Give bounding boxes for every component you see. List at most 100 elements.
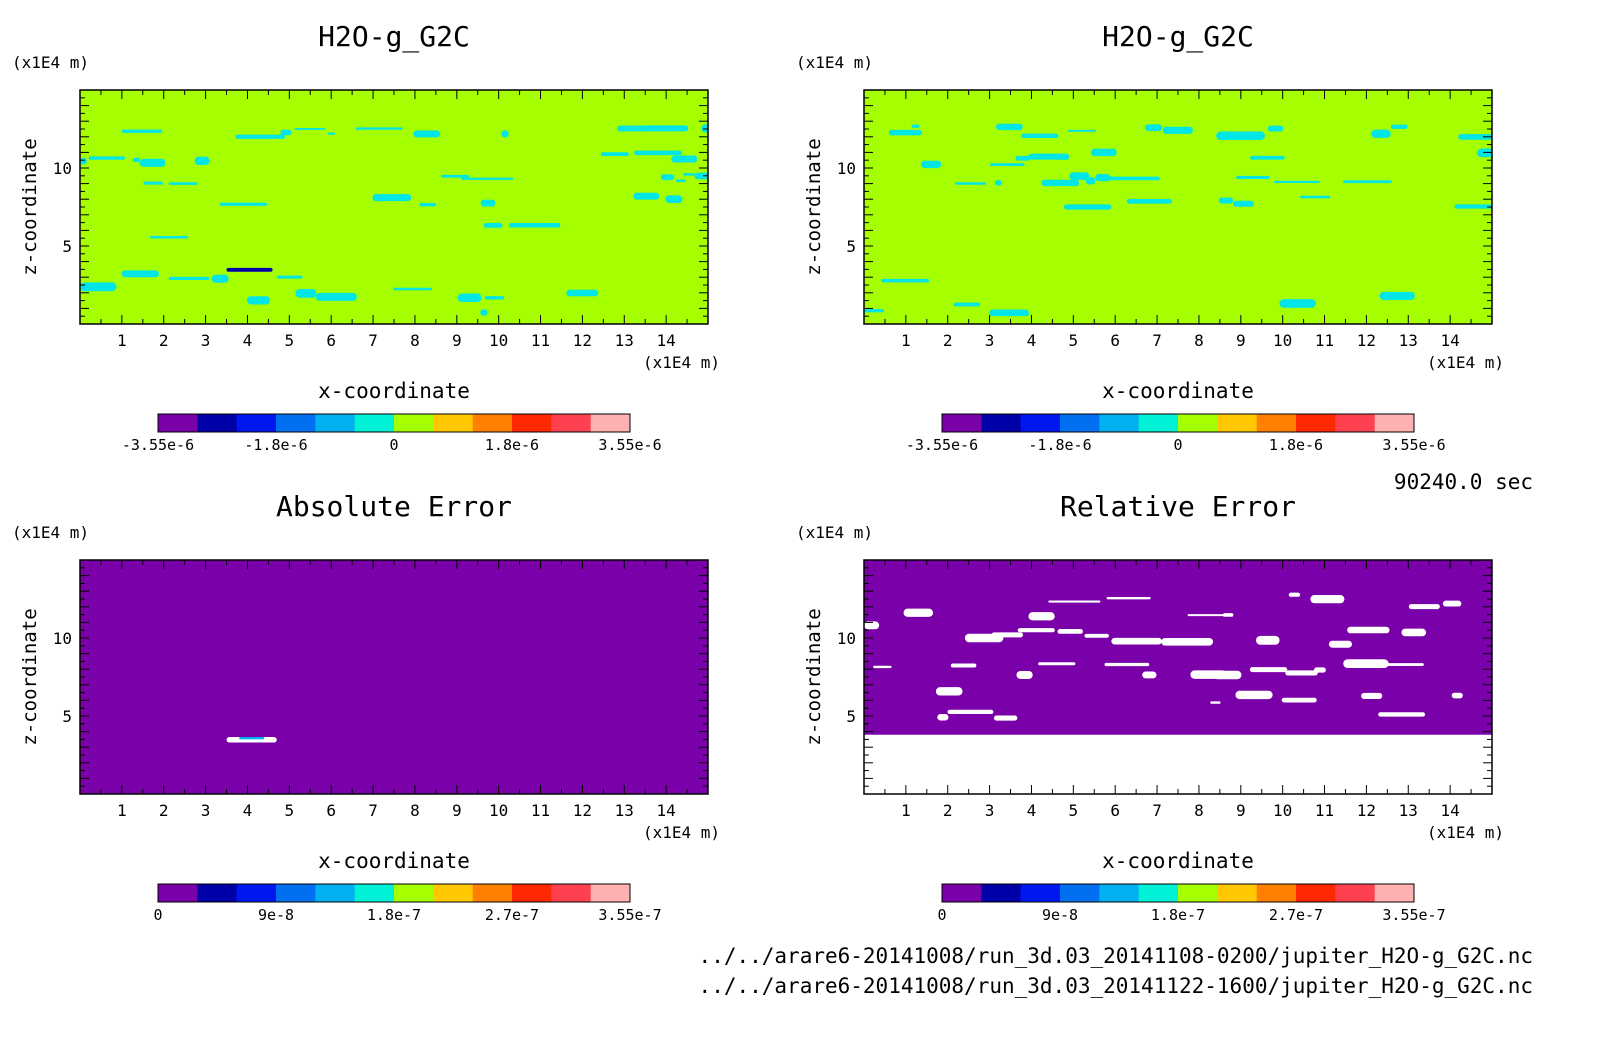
field-patch xyxy=(1063,204,1112,210)
panel-2: H2O-g_G2C(x1E4 m)1 2 3 4 5 6 7 8 9 10 11 12 13 14510(… xyxy=(796,20,1504,454)
field-patch xyxy=(1379,663,1424,666)
y-tick-label: 5 xyxy=(846,237,856,256)
x-tick-label: 3 xyxy=(201,331,211,350)
x-tick-label: 13 xyxy=(615,801,634,820)
field-patch xyxy=(276,275,303,279)
field-patch xyxy=(480,309,488,316)
field-patch xyxy=(1021,133,1059,139)
field-patch xyxy=(1058,157,1069,160)
colorbar-segment xyxy=(197,884,238,902)
time-label: 90240.0 sec xyxy=(1393,470,1533,494)
x-tick-label: 3 xyxy=(201,801,211,820)
field-patch xyxy=(1255,635,1280,645)
colorbar-segment xyxy=(942,884,982,902)
colorbar: -3.55e-6 -1.8e-6 0 1.8e-6 3.55e-6 xyxy=(906,413,1446,454)
x-tick-label: 4 xyxy=(1027,331,1037,350)
colorbar: 0 9e-8 1.8e-7 2.7e-7 3.55e-7 xyxy=(153,883,662,924)
x-unit-label: (x1E4 m) xyxy=(1427,823,1504,842)
panel-title: Absolute Error xyxy=(276,490,512,523)
field-patch xyxy=(1106,596,1151,600)
field-patch xyxy=(1235,690,1273,700)
field-patch xyxy=(996,123,1023,131)
field-patch xyxy=(1162,126,1193,134)
field-patch xyxy=(80,157,87,165)
field-patch xyxy=(168,182,198,185)
field-patch xyxy=(1442,600,1462,607)
x-tick-label: 13 xyxy=(1399,331,1418,350)
field-patch xyxy=(903,608,934,617)
field-patch xyxy=(1273,180,1320,184)
colorbar-segment xyxy=(1374,884,1415,902)
field-band xyxy=(121,124,708,139)
field-patch xyxy=(955,182,986,185)
x-tick-label: 3 xyxy=(985,801,995,820)
colorbar-segment xyxy=(1020,414,1061,432)
colorbar-segment xyxy=(354,414,395,432)
panel-1: H2O-g_G2C(x1E4 m)1 2 3 4 5 6 7 8 9 10 11 12 13 14510(… xyxy=(12,20,720,454)
colorbar-segment xyxy=(276,414,316,432)
x-tick-label: 3 xyxy=(985,331,995,350)
x-tick-label: 5 xyxy=(1069,801,1079,820)
x-tick-label: 8 xyxy=(410,801,420,820)
field-patch xyxy=(1111,637,1162,645)
x-tick-label: 1 xyxy=(117,801,127,820)
field-patch xyxy=(1210,701,1221,704)
x-tick-label: 4 xyxy=(243,331,253,350)
field-patch xyxy=(1454,204,1492,209)
field-patch xyxy=(633,192,660,200)
y-axis-label: z-coordinate xyxy=(803,138,825,275)
field-patch xyxy=(989,309,1029,317)
x-tick-label: 10 xyxy=(1273,331,1292,350)
field-patch xyxy=(1069,172,1090,180)
colorbar-segment xyxy=(981,884,1022,902)
field-patch xyxy=(327,132,336,135)
y-tick-label: 10 xyxy=(53,629,72,648)
field-patch xyxy=(419,202,437,207)
colorbar-segment xyxy=(315,414,356,432)
plot-area xyxy=(864,90,1492,324)
x-tick-label: 1 xyxy=(901,331,911,350)
x-tick-label: 6 xyxy=(326,801,336,820)
field-patch xyxy=(372,194,412,202)
colorbar: 0 9e-8 1.8e-7 2.7e-7 3.55e-7 xyxy=(937,883,1446,924)
field-patch xyxy=(1279,299,1316,308)
field-patch xyxy=(1310,595,1345,604)
panel-title: H2O-g_G2C xyxy=(318,20,470,54)
x-unit-label: (x1E4 m) xyxy=(643,353,720,372)
colorbar-tick-label: 0 xyxy=(937,906,946,924)
source-file-1: ../../arare6-20141008/run_3d.03_20141108… xyxy=(698,944,1533,968)
field-patch xyxy=(1343,659,1389,669)
x-axis-label: x-coordinate xyxy=(1102,849,1254,873)
x-tick-label: 7 xyxy=(1152,801,1162,820)
field-patch xyxy=(1132,662,1142,666)
colorbar-frame xyxy=(941,413,1415,433)
x-tick-label: 11 xyxy=(531,801,550,820)
field-patch xyxy=(1085,177,1096,185)
colorbar-tick-label: 3.55e-6 xyxy=(1382,436,1445,454)
field-band xyxy=(864,278,1415,317)
field-patch xyxy=(642,125,689,132)
x-tick-label: 10 xyxy=(1273,801,1292,820)
x-tick-label: 5 xyxy=(285,331,295,350)
field-patch xyxy=(484,296,505,300)
field-patch xyxy=(600,152,629,157)
field-background xyxy=(80,560,708,794)
field-patch xyxy=(675,179,686,183)
y-unit-label: (x1E4 m) xyxy=(796,523,873,542)
field-patch xyxy=(1378,712,1426,717)
colorbar-tick-label: 3.55e-6 xyxy=(598,436,661,454)
y-axis-label: z-coordinate xyxy=(19,138,41,275)
field-patch xyxy=(480,199,496,207)
x-tick-label: 12 xyxy=(573,801,592,820)
field-patch xyxy=(1328,640,1353,648)
colorbar-segment xyxy=(236,414,277,432)
colorbar-tick-label: 9e-8 xyxy=(1042,906,1078,924)
field-patch xyxy=(1390,124,1408,129)
field-patch xyxy=(1408,604,1440,610)
x-tick-label: 5 xyxy=(285,801,295,820)
field-patch xyxy=(953,302,981,307)
x-tick-label: 9 xyxy=(452,331,462,350)
x-tick-label: 11 xyxy=(1315,331,1334,350)
colorbar-frame xyxy=(941,883,1415,903)
